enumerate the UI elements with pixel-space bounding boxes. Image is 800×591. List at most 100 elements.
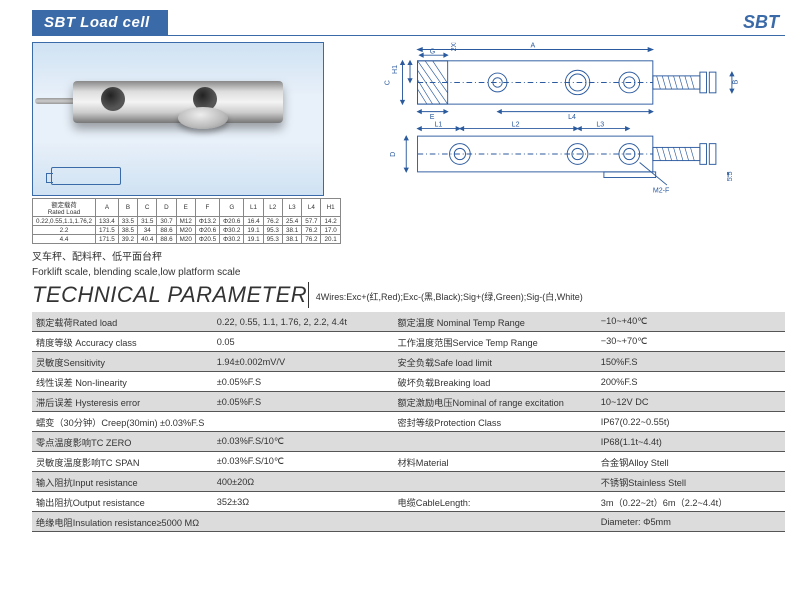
dim-header: F [195,199,219,217]
dim-row: 0.22,0.55,1.1,1.76,2133.433.531.530.7M12… [33,217,341,226]
dim-cell: 38.1 [282,226,301,235]
dim-header: L4 [302,199,321,217]
dim-cell: 38.1 [282,235,301,244]
spec-cell: 1.94±0.002mV/V [213,352,394,372]
spec-cell: 工作温度范围Service Temp Range [393,332,596,352]
dimension-table: 额定载荷Rated LoadABCDEFGL1L2L3L4H1 0.22,0.5… [32,198,341,244]
spec-cell: 破坏负载Breaking load [393,372,596,392]
dim-header: C [138,199,157,217]
dim-cell: 76.2 [302,235,321,244]
dim-cell: 133.4 [96,217,119,226]
dim-cell: 19.1 [244,226,263,235]
dim-L1: L1 [434,122,442,129]
dim-cell: 171.5 [96,226,119,235]
dim-cell: Φ20.5 [195,235,219,244]
dim-cell: 14.2 [321,217,340,226]
dim-cell: Φ30.2 [220,235,244,244]
spec-cell: −10~+40℃ [597,312,785,332]
dim-cell: 4.4 [33,235,96,244]
dim-header: L1 [244,199,263,217]
spec-cell: 额定载荷Rated load [32,312,213,332]
spec-cell: ±0.03%F.S/10℃ [213,432,394,452]
spec-row: 输入阻抗Input resistance400±20Ω不锈钢Stainless … [32,472,785,492]
spec-cell: 0.05 [213,332,394,352]
spec-cell: 滞后误差 Hysteresis error [32,392,213,412]
dim-H1: H1 [392,65,399,74]
dim-cell: Φ20.6 [220,217,244,226]
dim-cell: 76.2 [302,226,321,235]
dim-cell: 19.1 [244,235,263,244]
dim-header: L2 [263,199,282,217]
spec-cell: 200%F.S [597,372,785,392]
header-title: SBT Load cell [32,10,168,35]
dim-header: H1 [321,199,340,217]
dim-cell: 95.3 [263,235,282,244]
spec-cell: ±0.05%F.S [213,392,394,412]
spec-cell: 输出阻抗Output resistance [32,492,213,512]
spec-row: 零点温度影响TC ZERO±0.03%F.S/10℃IP68(1.1t~4.4t… [32,432,785,452]
dim-header: G [220,199,244,217]
dim-L2: L2 [511,122,519,129]
dim-header: E [176,199,195,217]
dim-cell: M20 [176,235,195,244]
spec-cell: ±0.05%F.S [213,372,394,392]
dim-cell: M12 [176,217,195,226]
spec-cell: 额定温度 Nominal Temp Range [393,312,596,332]
dim-cell: 31.5 [138,217,157,226]
dim-thread: M2-F [653,188,670,195]
spec-cell: Diameter: Φ5mm [597,512,785,532]
dim-L3: L3 [596,122,604,129]
spec-row: 滞后误差 Hysteresis error±0.05%F.S额定激励电压Nomi… [32,392,785,412]
dim-D: D [390,152,397,157]
spec-cell: 400±20Ω [213,472,394,492]
dim-L4: L4 [568,114,576,121]
tech-title: TECHNICAL PARAMETER [32,282,309,308]
dim-cell: 88.6 [157,226,176,235]
dim-row: 2.2171.538.53488.6M20Φ20.6Φ30.219.195.33… [33,226,341,235]
dim-cell: 16.4 [244,217,263,226]
spec-cell: 灵敏度Sensitivity [32,352,213,372]
spec-table: 额定载荷Rated load0.22, 0.55, 1.1, 1.76, 2, … [32,312,785,532]
dim-header: 额定载荷Rated Load [33,199,96,217]
dim-A: A [530,43,535,50]
spec-cell [213,512,394,532]
technical-drawing: A G 2XH2 H1 C B E L4 L1 L2 L3 D M2-F 5.5 [351,42,785,244]
spec-row: 蠕变（30分钟）Creep(30min) ±0.03%F.S密封等级Protec… [32,412,785,432]
usage-en: Forklift scale, blending scale,low platf… [32,267,785,278]
header-bar: SBT Load cell SBT [32,10,785,36]
wires-note: 4Wires:Exc+(红,Red);Exc-(黑,Black);Sig+(绿,… [316,292,583,302]
dim-cell: 17.0 [321,226,340,235]
spec-row: 输出阻抗Output resistance352±3Ω电缆CableLength… [32,492,785,512]
dim-cell: 2.2 [33,226,96,235]
dim-header: D [157,199,176,217]
spec-row: 灵敏度温度影响TC SPAN±0.03%F.S/10℃材料Material合金钢… [32,452,785,472]
spec-cell: 352±3Ω [213,492,394,512]
spec-cell: 输入阻抗Input resistance [32,472,213,492]
dim-header: B [118,199,137,217]
spec-row: 精度等级 Accuracy class0.05工作温度范围Service Tem… [32,332,785,352]
spec-row: 额定载荷Rated load0.22, 0.55, 1.1, 1.76, 2, … [32,312,785,332]
spec-cell: 精度等级 Accuracy class [32,332,213,352]
dim-cell: 33.5 [118,217,137,226]
product-photo [32,42,324,196]
dim-cell: 20.1 [321,235,340,244]
dim-G: G [430,48,435,55]
dim-header: L3 [282,199,301,217]
dim-cell: 39.2 [118,235,137,244]
dim-row: 4.4171.539.240.488.6M20Φ20.5Φ30.219.195.… [33,235,341,244]
spec-cell: 线性误差 Non-linearity [32,372,213,392]
spec-cell: 灵敏度温度影响TC SPAN [32,452,213,472]
spec-cell: 蠕变（30分钟）Creep(30min) ±0.03%F.S [32,412,213,432]
spec-cell: IP67(0.22~0.55t) [597,412,785,432]
dim-cell: Φ13.2 [195,217,219,226]
spec-row: 线性误差 Non-linearity±0.05%F.S破坏负载Breaking … [32,372,785,392]
dim-55: 5.5 [727,171,734,181]
dim-header: A [96,199,119,217]
spec-cell: 额定激励电压Nominal of range excitation [393,392,596,412]
spec-cell [213,412,394,432]
dim-cell: 76.2 [263,217,282,226]
dim-cell: Φ20.6 [195,226,219,235]
usage-cn: 叉车秤、配料秤、低平面台秤 [32,248,785,263]
dim-hole: 2XH2 [451,42,458,51]
spec-cell: 安全负载Safe load limit [393,352,596,372]
